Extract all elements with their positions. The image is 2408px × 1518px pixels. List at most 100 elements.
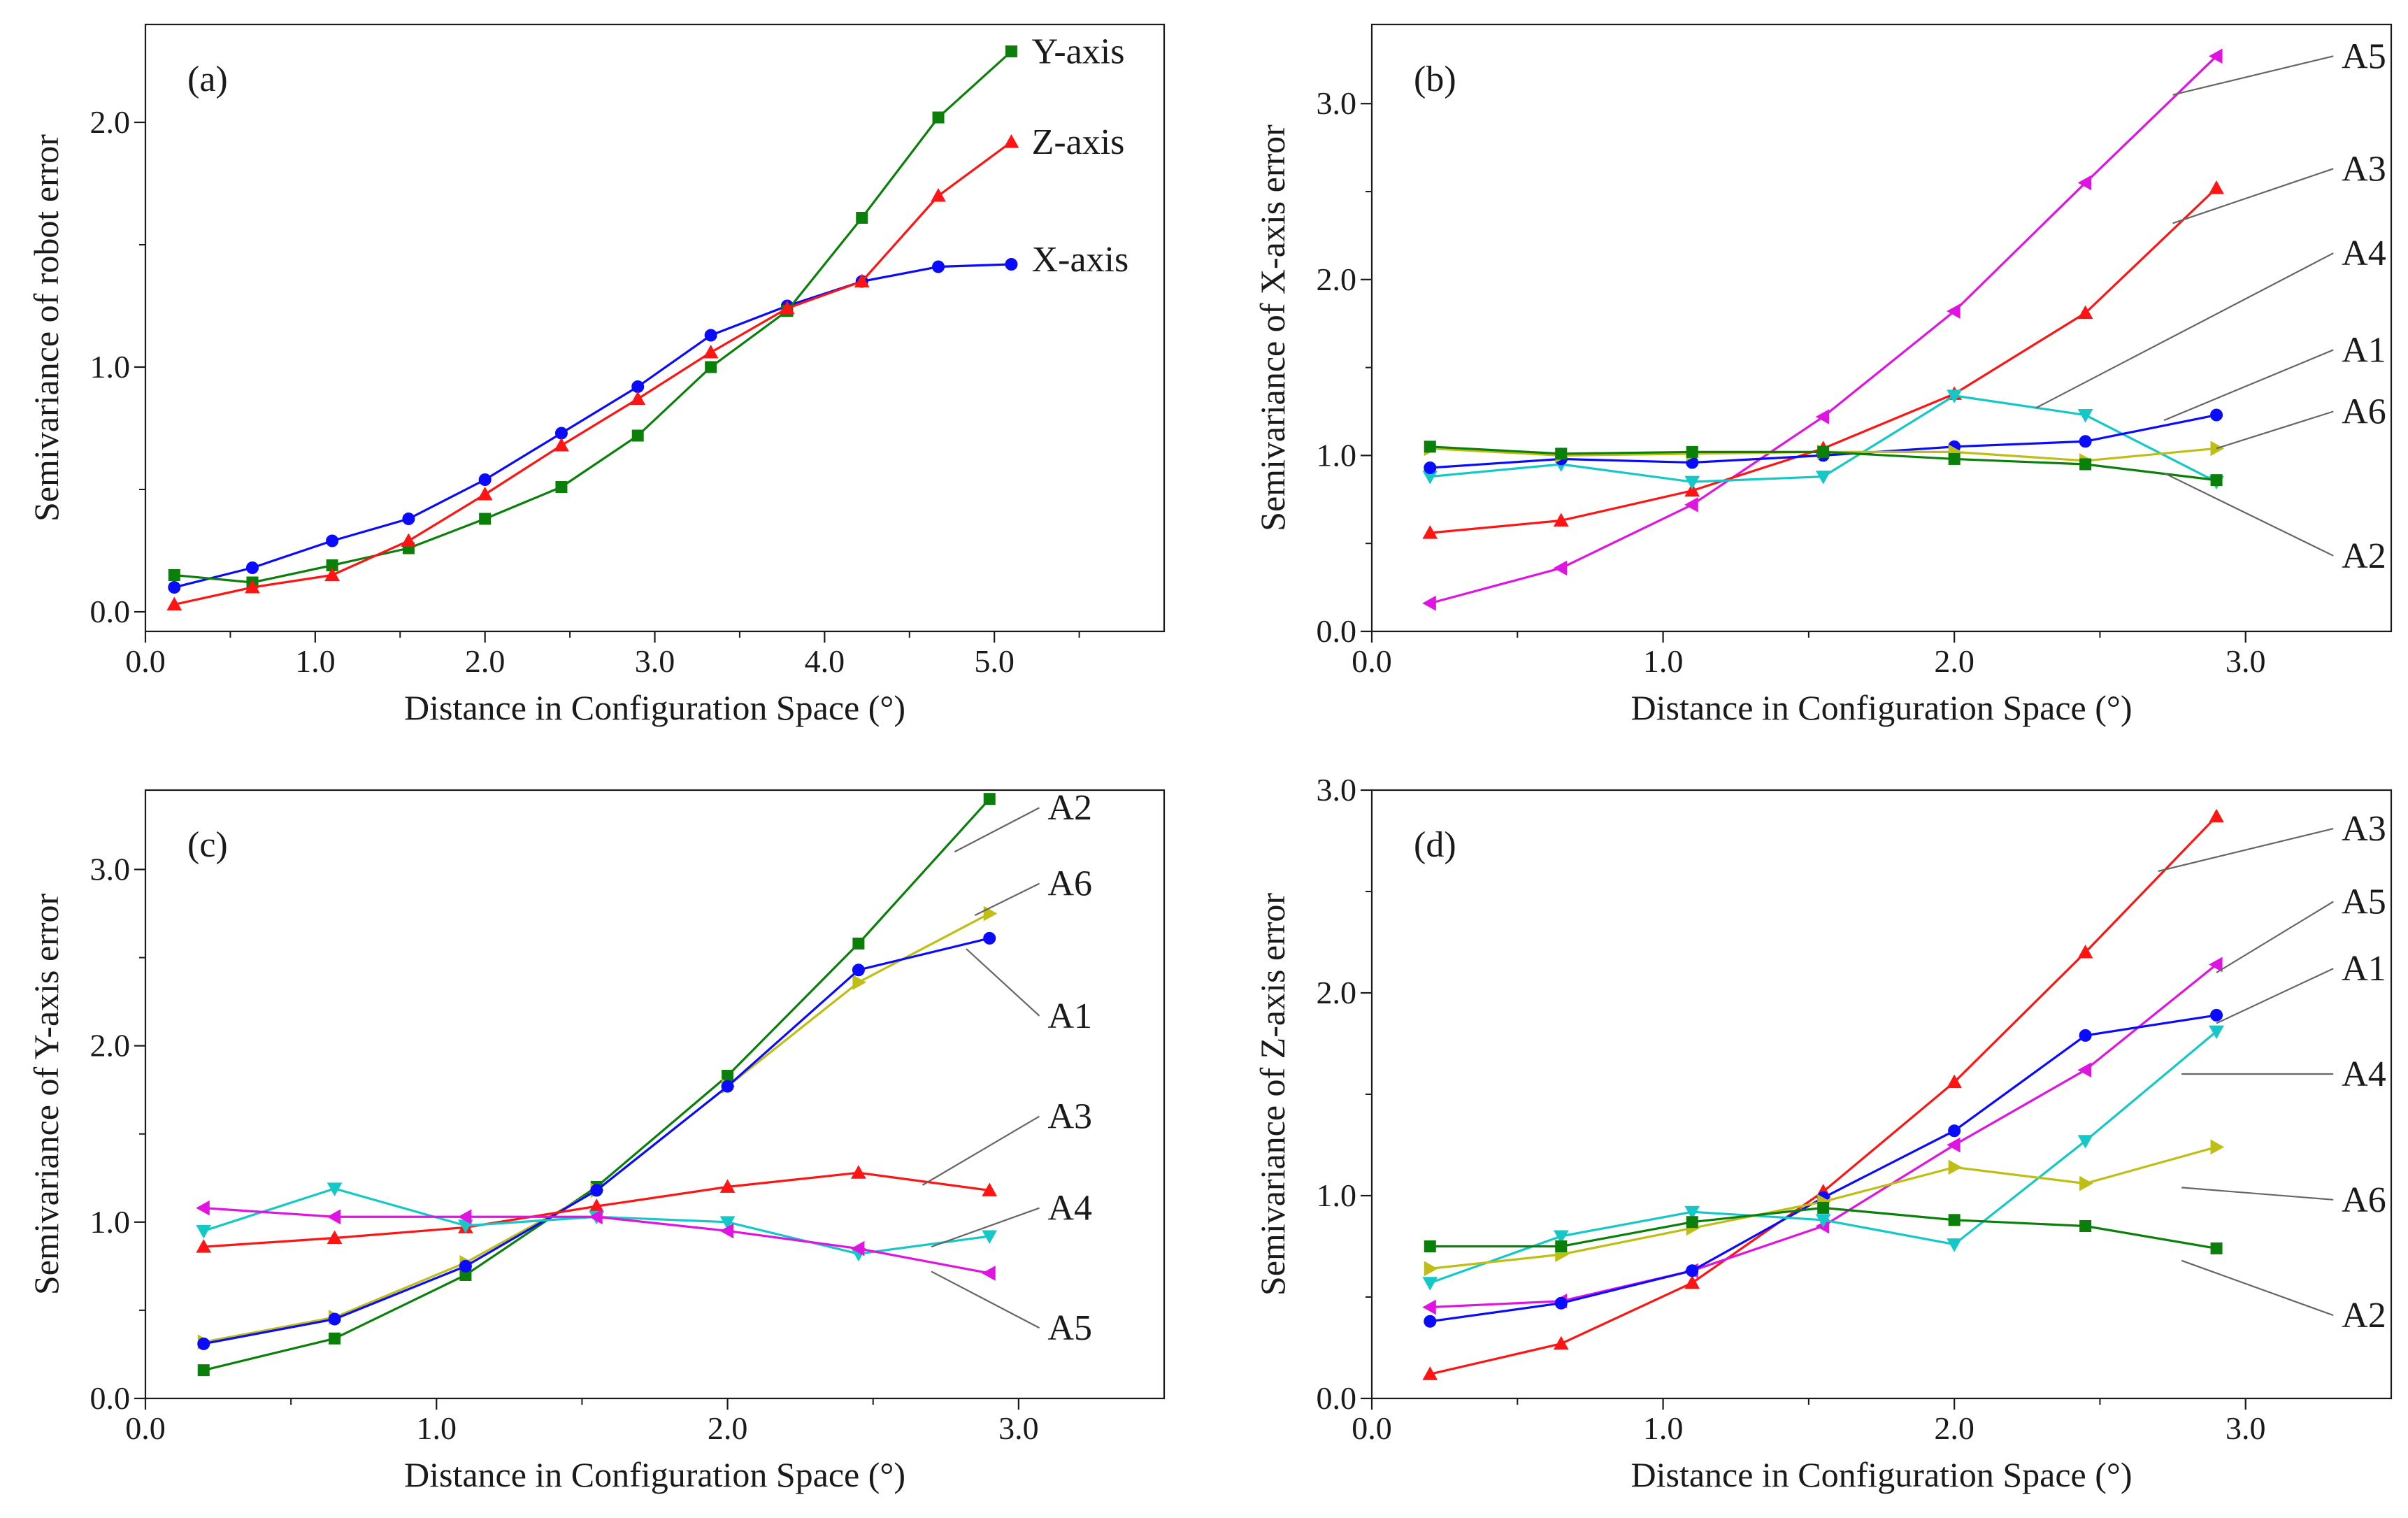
data-point	[982, 1230, 998, 1245]
x-axis-title: Distance in Configuration Space (°)	[404, 688, 905, 727]
series-a2	[1424, 1201, 2223, 1254]
data-point	[197, 1364, 210, 1377]
y-axis-title: Semivariance of Y-axis error	[27, 894, 66, 1296]
data-point	[856, 212, 868, 224]
series-z-axis	[166, 134, 1019, 610]
series-label: A6	[1047, 864, 1092, 904]
data-point	[1005, 45, 1017, 57]
x-tick-label: 0.0	[1352, 643, 1392, 679]
leader-line	[2035, 252, 2334, 409]
data-point	[1684, 1275, 1700, 1289]
data-point	[554, 427, 568, 440]
data-point	[1422, 595, 1436, 611]
data-point	[852, 937, 865, 950]
data-point	[1684, 497, 1698, 513]
data-point	[1424, 1315, 1437, 1328]
data-point	[1817, 445, 1830, 458]
series-a1	[197, 931, 996, 1350]
y-tick-label: 1.0	[1317, 437, 1357, 473]
data-point	[631, 380, 645, 393]
y-axis-title: Semivariance of Z-axis error	[1253, 893, 1292, 1296]
data-point	[1422, 1299, 1436, 1315]
data-point	[329, 1332, 341, 1345]
x-tick-label: 2.0	[1934, 1410, 1975, 1446]
data-point	[1422, 1277, 1438, 1291]
leader-line	[2172, 55, 2334, 96]
data-point	[982, 1182, 998, 1196]
panel-b-chart: 0.0 1.0 2.0 3.0 0.0 1.0 2.0 3.0 Distance in Conf…	[1253, 23, 2393, 727]
data-point	[590, 1184, 603, 1197]
data-point	[2209, 1025, 2224, 1040]
series-a4	[1422, 1025, 2224, 1291]
y-tick-label: 2.0	[90, 1028, 131, 1064]
data-point	[401, 533, 417, 547]
data-point	[326, 534, 339, 547]
data-point	[1005, 258, 1018, 271]
data-point	[1422, 1366, 1438, 1380]
series-label: A6	[2342, 392, 2386, 432]
data-point	[2077, 944, 2093, 959]
series-label: A6	[2342, 1180, 2386, 1220]
data-point	[852, 964, 865, 977]
series-line	[203, 798, 991, 1372]
leader-line	[2163, 349, 2334, 422]
x-axis-title: Distance in Configuration Space (°)	[1631, 1455, 2132, 1494]
data-point	[780, 300, 795, 315]
y-tick-label: 0.0	[90, 594, 131, 629]
y-tick-label: 2.0	[1317, 975, 1357, 1010]
series-label: A4	[1047, 1189, 1092, 1229]
series-a3	[1422, 180, 2224, 539]
data-point	[1817, 1201, 1830, 1214]
x-tick-label: 3.0	[2226, 1410, 2266, 1446]
series-a2	[1424, 441, 2223, 487]
data-point	[1553, 1336, 1569, 1350]
x-tick-label: 3.0	[635, 643, 675, 679]
data-point	[1948, 452, 1961, 465]
series-label: A5	[2342, 882, 2386, 922]
data-point	[932, 260, 945, 273]
panel-label: (b)	[1414, 59, 1456, 99]
series-line	[203, 937, 990, 1345]
data-point	[478, 473, 492, 486]
data-point	[931, 187, 946, 202]
y-axis-title: Semivariance of X-axis error	[1253, 124, 1292, 531]
data-point	[2079, 1175, 2093, 1191]
panel-a-chart: 0.0 1.0 2.0 3.0 4.0 5.0 0.0 1.0 2.0 Distance in C…	[27, 23, 1166, 727]
y-axis-title: Semivariance of robot error	[27, 134, 66, 522]
data-point	[1422, 525, 1438, 539]
series-label: A3	[2342, 809, 2386, 849]
y-tick-label: 0.0	[1317, 613, 1357, 649]
series-label: Y-axis	[1032, 32, 1125, 72]
leader-line	[2181, 1187, 2334, 1201]
data-point	[1948, 1124, 1961, 1138]
x-tick-label: 0.0	[125, 643, 166, 679]
data-point	[1948, 1214, 1961, 1226]
data-point	[852, 975, 866, 990]
data-point	[324, 567, 340, 581]
leader-line	[2172, 168, 2334, 224]
data-point	[1686, 1216, 1698, 1229]
data-point	[1947, 1137, 1961, 1153]
x-tick-label: 1.0	[295, 643, 336, 679]
data-point	[1684, 482, 1700, 497]
data-point	[1815, 409, 1830, 424]
x-tick-label: 1.0	[1643, 643, 1684, 679]
data-point	[1555, 447, 1568, 460]
series-label: A1	[1047, 996, 1092, 1036]
data-point	[1948, 1159, 1963, 1175]
data-point	[457, 1209, 472, 1225]
series-line	[173, 141, 1012, 606]
series-a5	[1422, 48, 2223, 611]
data-point	[2210, 1139, 2225, 1155]
y-tick-label: 3.0	[1317, 85, 1357, 121]
series-a3	[196, 1165, 998, 1253]
data-point	[1947, 389, 1962, 403]
x-tick-label: 5.0	[974, 643, 1015, 679]
series-label: A1	[2342, 949, 2386, 989]
series-a6	[1424, 1139, 2225, 1277]
data-point	[705, 361, 717, 373]
data-point	[2077, 1062, 2092, 1078]
y-tick-label: 1.0	[90, 1204, 131, 1240]
series-label: X-axis	[1032, 240, 1129, 280]
plot-frame	[144, 789, 1166, 1400]
